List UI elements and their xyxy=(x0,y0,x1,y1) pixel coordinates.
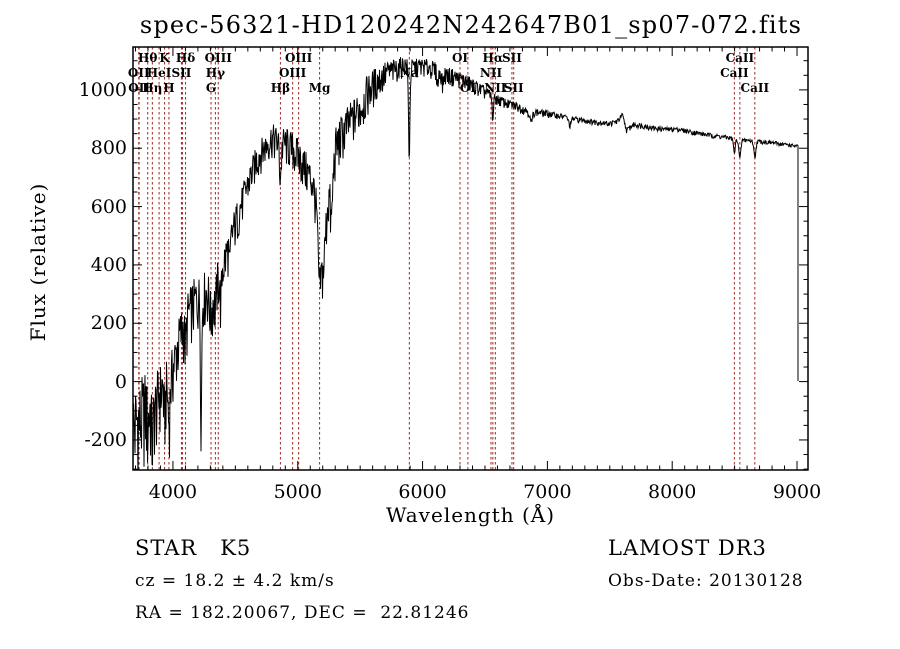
spectral-line-label: OIII xyxy=(204,51,232,65)
spectral-line-label: SII xyxy=(501,51,522,65)
x-tick-label: 8000 xyxy=(648,481,697,503)
y-tick-label: 1000 xyxy=(78,78,127,101)
cz-label: cz = 18.2 ± 4.2 km/s xyxy=(135,571,335,591)
spectral-line-label: Hα xyxy=(482,51,504,65)
y-tick-label: 0 xyxy=(114,370,127,393)
spectral-line-label: CaII xyxy=(720,66,749,80)
classification-label: STAR K5 xyxy=(135,536,252,560)
ra-dec-label: RA = 182.20067, DEC = 22.81246 xyxy=(135,603,470,623)
spectral-line-label: Hγ xyxy=(205,66,226,80)
spectral-line-label: Mg xyxy=(308,81,331,95)
spectral-line-label: CaII xyxy=(725,51,755,65)
y-tick-label: 800 xyxy=(90,137,127,160)
spectral-line-label: SII xyxy=(503,81,524,95)
spectral-line-label: SII xyxy=(171,66,192,80)
plot-frame xyxy=(132,46,809,471)
spectral-line-label: OIII xyxy=(278,66,307,80)
y-tick-label: -200 xyxy=(84,428,127,451)
spectral-line-label: Hη xyxy=(142,81,163,95)
x-tick-label: 6000 xyxy=(398,481,447,503)
spectral-line-label: NII xyxy=(479,66,503,80)
spectral-line-label: OIII xyxy=(284,51,313,65)
x-tick-label: 9000 xyxy=(772,481,822,503)
spectral-line-label: Hβ xyxy=(270,81,291,95)
x-tick-label: 5000 xyxy=(273,481,322,503)
spectral-line-label: OI xyxy=(451,51,469,65)
spectral-line-label: HeI xyxy=(146,66,172,80)
spectral-line-label: OI xyxy=(459,81,476,95)
x-tick-label: 4000 xyxy=(148,481,198,503)
obs-date-label: Obs-Date: 20130128 xyxy=(608,571,804,591)
y-tick-label: 200 xyxy=(90,312,127,335)
spectral-line-label: Hδ xyxy=(175,51,196,65)
x-axis-title: Wavelength (Å) xyxy=(385,503,556,527)
spectral-line-label: K xyxy=(159,51,170,65)
spectral-line-label: H xyxy=(163,81,175,95)
y-tick-label: 400 xyxy=(90,253,127,276)
x-tick-label: 7000 xyxy=(523,481,572,503)
spectrum-line xyxy=(133,57,799,470)
spectral-line-label: Na xyxy=(399,66,419,80)
spectral-line-label: CaII xyxy=(740,81,770,95)
spectral-line-label: OII xyxy=(128,81,150,95)
y-tick-label: 600 xyxy=(90,195,127,218)
page-title: spec-56321-HD120242N242647B01_sp07-072.f… xyxy=(139,11,803,39)
survey-label: LAMOST DR3 xyxy=(608,536,767,560)
spectral-line-label: OII xyxy=(127,66,150,80)
spectral-line-label: G xyxy=(205,81,217,95)
spectral-line-label: NII xyxy=(484,81,507,95)
spectral-line-label: Hθ xyxy=(138,51,158,65)
